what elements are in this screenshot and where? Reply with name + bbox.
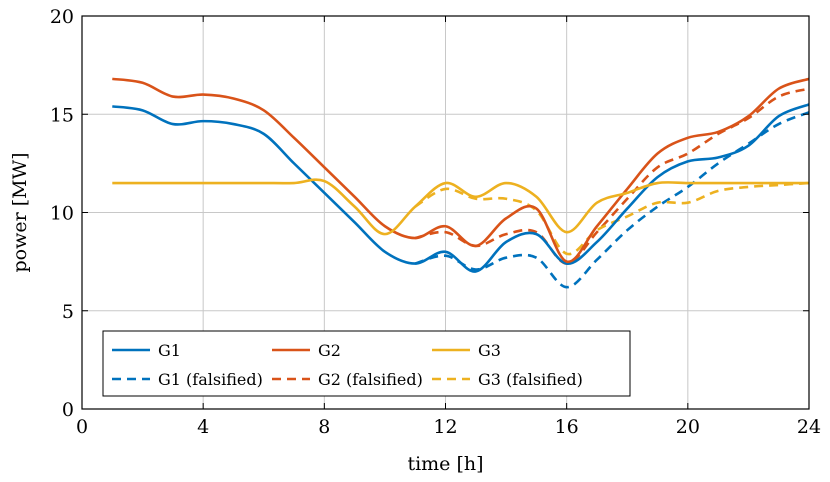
- x-tick-label: 0: [76, 416, 88, 438]
- x-tick-label: 16: [555, 416, 579, 438]
- legend-label-g2-falsified: G2 (falsified): [318, 370, 423, 389]
- series-line-g2: [112, 77, 810, 263]
- legend-label-g2: G2: [318, 341, 341, 360]
- series-layer: [112, 77, 810, 289]
- series-line-g3: [112, 178, 809, 236]
- y-axis-label: power [MW]: [9, 152, 31, 272]
- x-tick-label: 20: [676, 416, 700, 438]
- legend-label-g3: G3: [478, 341, 501, 360]
- y-tick-label: 20: [50, 6, 74, 28]
- y-tick-label: 15: [50, 104, 74, 126]
- y-tick-label: 0: [62, 399, 74, 421]
- legend-box: [102, 330, 631, 397]
- x-tick-label: 4: [197, 416, 209, 438]
- legend-label-g1-falsified: G1 (falsified): [158, 370, 263, 389]
- legend-label-g3-falsified: G3 (falsified): [478, 370, 583, 389]
- legend-label-g1: G1: [158, 341, 181, 360]
- x-axis-label: time [h]: [407, 453, 483, 475]
- y-tick-label: 5: [62, 301, 74, 323]
- tick-layer: 0 4 8 12 16 20 24 0 5 10 15 20: [50, 6, 821, 438]
- legend: G1 G2 G3 G1 (falsified) G2 (falsified) G3 (fa…: [102, 330, 631, 397]
- series-line-g3-falsified: [414, 181, 810, 256]
- x-tick-label: 8: [318, 416, 330, 438]
- x-tick-label: 24: [797, 416, 821, 438]
- y-tick-label: 10: [50, 203, 74, 225]
- series-line-g1: [112, 103, 810, 273]
- x-tick-label: 12: [433, 416, 457, 438]
